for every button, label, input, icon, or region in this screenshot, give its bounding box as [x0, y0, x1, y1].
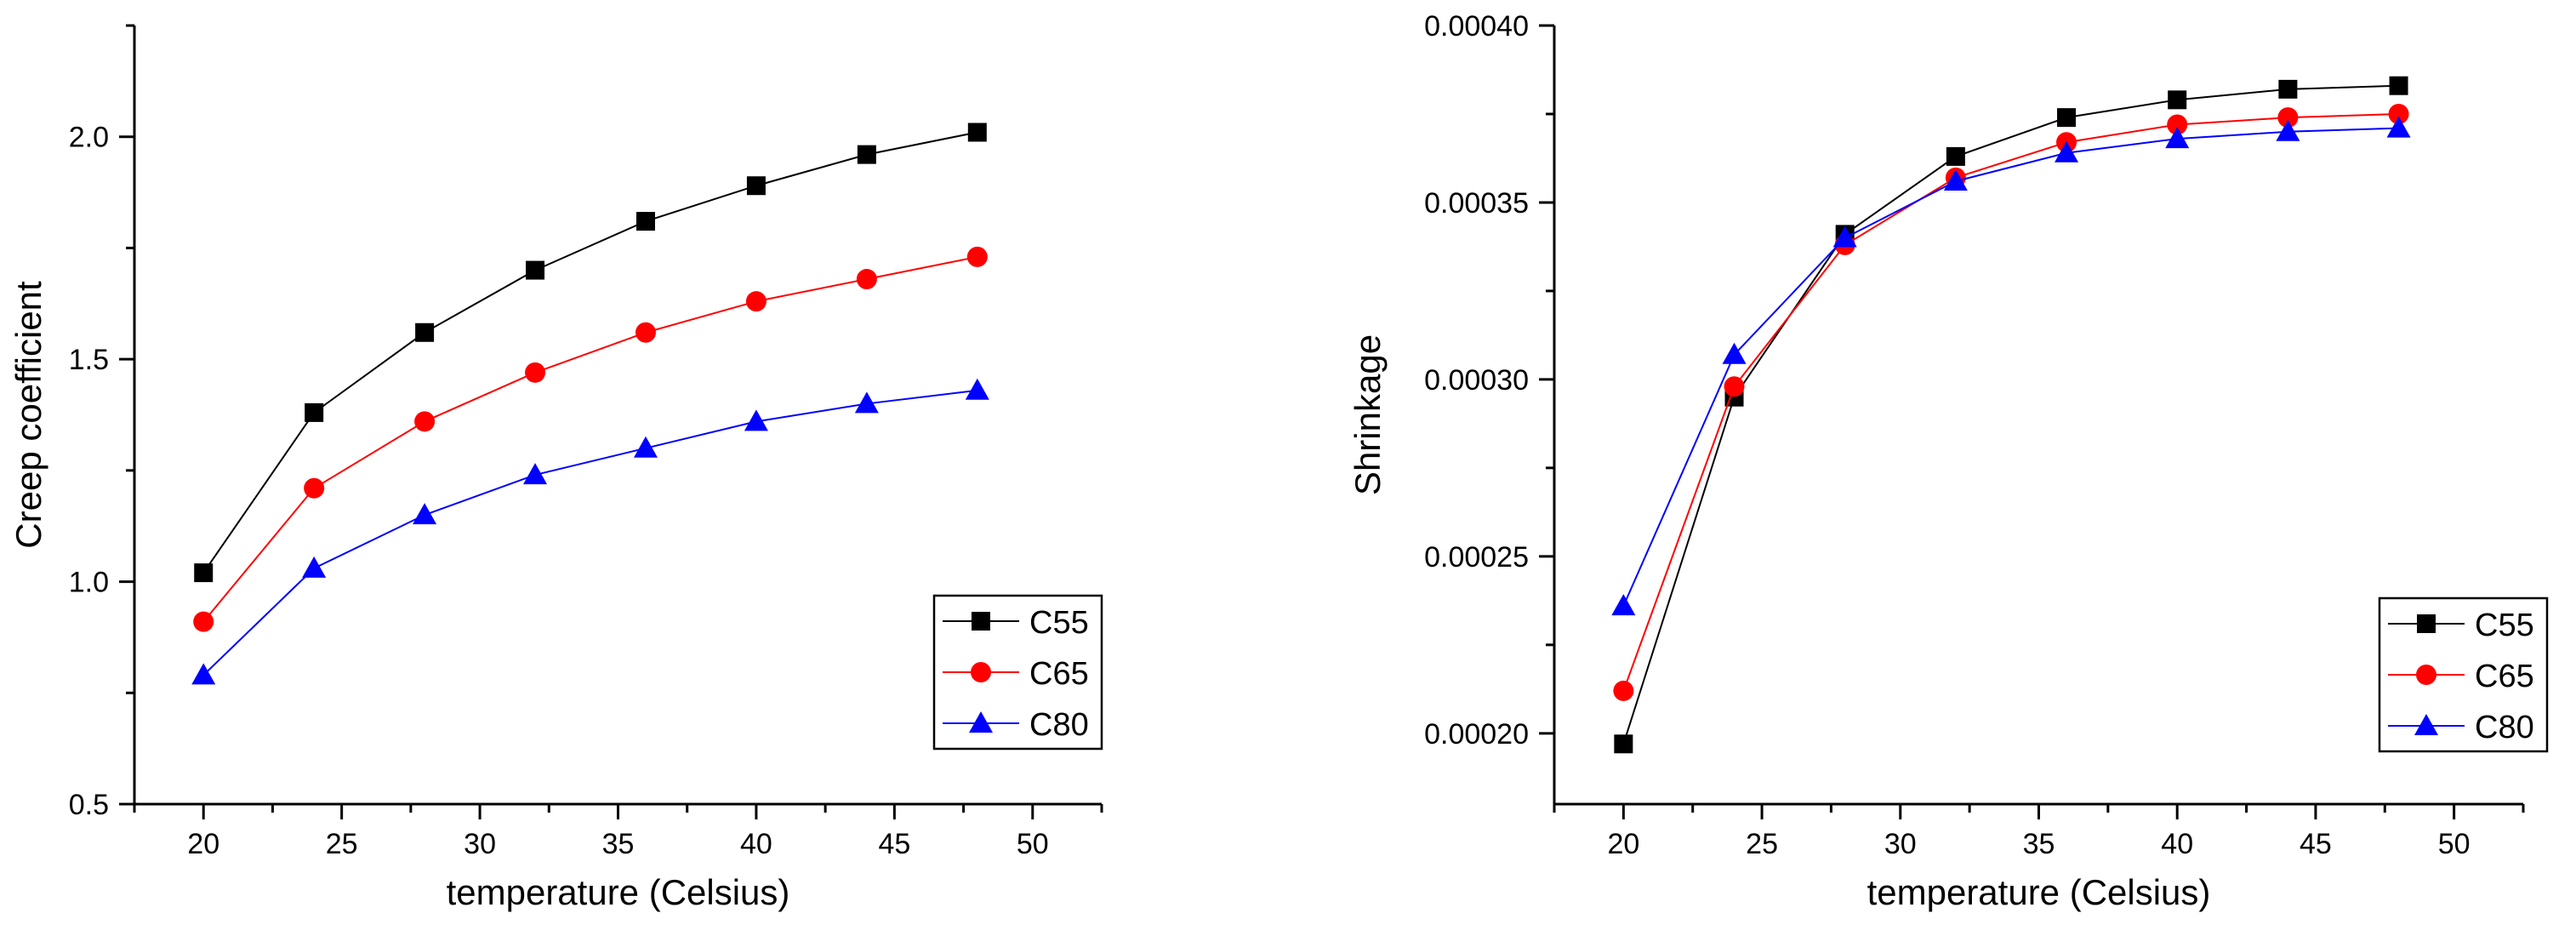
data-point	[2168, 90, 2187, 110]
data-point	[2055, 140, 2079, 163]
y-tick-label: 2.0	[69, 122, 109, 154]
legend-marker	[2414, 714, 2438, 735]
y-tick-label: 0.00035	[1424, 187, 1529, 220]
legend-label: C55	[2475, 608, 2534, 643]
data-point	[2389, 76, 2408, 95]
data-point	[966, 246, 988, 267]
x-tick-label: 50	[1017, 828, 1049, 860]
legend-label: C55	[1029, 605, 1089, 641]
data-point	[744, 409, 768, 431]
data-point	[1832, 225, 1857, 248]
series-C65	[1613, 103, 2409, 701]
data-point	[193, 611, 214, 632]
series-line	[1622, 112, 2399, 692]
x-tick-label: 25	[1746, 828, 1778, 860]
x-tick-label: 50	[2438, 828, 2471, 860]
series-C55	[1614, 76, 2408, 754]
series-line	[202, 131, 978, 574]
data-point	[2165, 127, 2190, 149]
data-point	[2278, 79, 2298, 99]
data-point	[965, 378, 989, 400]
data-point	[746, 176, 766, 196]
data-point	[2277, 107, 2299, 128]
y-tick-label: 0.00030	[1424, 364, 1529, 397]
data-point	[305, 402, 324, 422]
data-point	[302, 556, 327, 578]
x-tick-label: 40	[740, 828, 772, 860]
data-point	[2167, 114, 2188, 135]
legend-marker	[972, 612, 990, 631]
data-point	[1611, 594, 1636, 616]
x-tick-label: 40	[2161, 828, 2193, 860]
data-point	[1614, 734, 1633, 754]
data-point	[857, 145, 876, 164]
series-C80	[1611, 116, 2411, 616]
data-point	[633, 436, 658, 458]
y-tick-label: 0.00040	[1424, 10, 1529, 43]
data-point	[1946, 146, 1965, 166]
y-tick-label: 0.00025	[1424, 541, 1529, 574]
x-axis-title: temperature (Celsius)	[447, 872, 790, 912]
legend-label: C65	[1029, 656, 1089, 692]
data-point	[2386, 116, 2411, 138]
data-point	[1613, 680, 1634, 701]
y-tick-label: 0.5	[69, 789, 109, 821]
legend-marker	[2416, 665, 2436, 685]
x-tick-label: 25	[326, 828, 358, 860]
legend-label: C80	[1029, 707, 1089, 743]
data-point	[523, 463, 548, 485]
data-point	[1943, 169, 1968, 191]
legend: C55 C65 C80	[932, 594, 1103, 751]
data-point	[191, 663, 216, 685]
legend: C55 C65 C80	[2378, 596, 2549, 753]
data-point	[1722, 342, 1747, 364]
legend-label: C65	[2475, 659, 2534, 694]
data-point	[526, 260, 545, 280]
series-line	[202, 255, 978, 623]
x-tick-label: 45	[878, 828, 910, 860]
series-line	[1622, 127, 2399, 607]
x-tick-label: 35	[602, 828, 635, 860]
x-tick-label: 35	[2023, 828, 2055, 860]
x-tick-label: 30	[464, 828, 496, 860]
data-point	[635, 322, 656, 343]
y-axis-title: Shrinkage	[1348, 334, 1388, 495]
legend-marker	[969, 711, 993, 733]
data-point	[2388, 103, 2409, 124]
data-point	[2057, 108, 2077, 128]
series-C55	[194, 123, 987, 583]
data-point	[414, 411, 436, 432]
data-point	[1724, 376, 1745, 397]
y-axis-title: Creep coefficient	[9, 281, 48, 549]
legend-label: C80	[2475, 710, 2534, 745]
x-axis-title: temperature (Celsius)	[1867, 872, 2211, 912]
data-point	[967, 123, 987, 142]
data-point	[745, 291, 767, 312]
data-point	[635, 212, 655, 231]
y-tick-label: 0.00020	[1424, 718, 1529, 751]
data-point	[525, 362, 546, 383]
data-point	[856, 269, 877, 290]
data-point	[194, 563, 214, 583]
creep-coefficient-chart: 20 25 30 35 40 45 50 0.5 1.0 1.5 2.0 temperature (C…	[9, 24, 1103, 912]
data-point	[415, 322, 435, 342]
series-C65	[193, 246, 988, 632]
data-point	[304, 477, 325, 499]
x-tick-label: 45	[2300, 828, 2332, 860]
x-tick-label: 30	[1884, 828, 1917, 860]
series-C80	[191, 378, 989, 685]
x-tick-label: 20	[187, 828, 219, 860]
series-line	[1622, 84, 2399, 745]
data-point	[854, 391, 879, 414]
series-line	[202, 389, 977, 676]
y-tick-label: 1.5	[69, 344, 109, 376]
legend-marker	[2417, 614, 2436, 633]
shrinkage-chart: 20 25 30 35 40 45 50 0.00020 0.00025 0.00030 0.000…	[1348, 10, 2549, 912]
legend-marker	[971, 662, 991, 682]
x-tick-label: 20	[1607, 828, 1639, 860]
data-point	[413, 503, 437, 525]
data-point	[2276, 119, 2300, 141]
y-tick-label: 1.0	[69, 567, 109, 599]
